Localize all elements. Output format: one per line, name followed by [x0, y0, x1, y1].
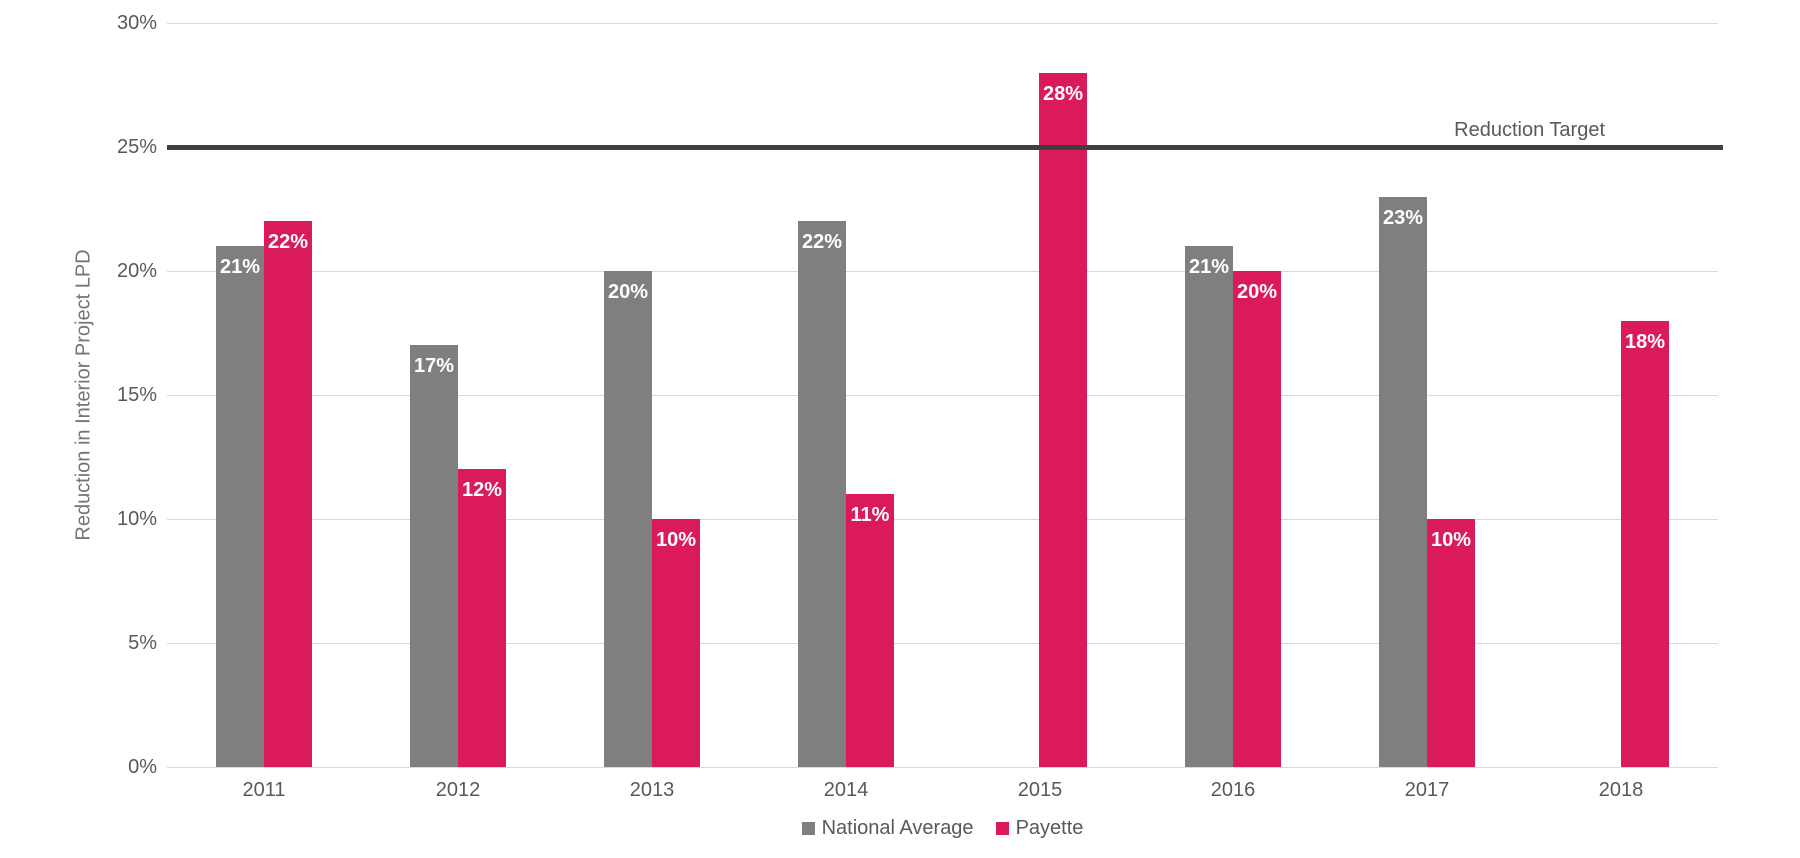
x-axis-label: 2016: [1210, 779, 1256, 801]
gridline: [167, 767, 1718, 768]
y-axis-tick-label: 30%: [116, 12, 157, 34]
bar-payette-2016: 20%: [1233, 271, 1281, 767]
bar-payette-2015: 28%: [1039, 73, 1087, 767]
bar-national-average-2016: 21%: [1185, 246, 1233, 767]
bar-value-label: 21%: [1188, 256, 1230, 278]
y-axis-tick-label: 20%: [116, 260, 157, 282]
legend-label: National Average: [821, 817, 974, 839]
x-axis-label: 2012: [435, 779, 481, 801]
legend-label: Payette: [1015, 817, 1084, 839]
legend-swatch-payette-icon: [995, 822, 1009, 835]
y-axis-tick-label: 15%: [116, 384, 157, 406]
legend-item-payette: Payette: [995, 817, 1084, 840]
gridline: [167, 271, 1718, 272]
gridline: [167, 519, 1718, 520]
bar-national-average-2012: 17%: [410, 345, 458, 767]
y-axis-tick-label: 10%: [116, 508, 157, 530]
bar-value-label: 10%: [1430, 529, 1472, 551]
bar-payette-2018: 18%: [1621, 321, 1669, 767]
bar-payette-2012: 12%: [458, 469, 506, 767]
y-axis-tick-label: 25%: [116, 136, 157, 158]
target-line: [167, 145, 1723, 150]
x-axis-label: 2017: [1404, 779, 1450, 801]
bar-value-label: 23%: [1382, 207, 1424, 229]
x-axis-label: 2018: [1598, 779, 1644, 801]
bar-value-label: 11%: [850, 504, 890, 526]
bar-value-label: 18%: [1624, 331, 1666, 353]
gridline: [167, 23, 1718, 24]
legend: National Average Payette: [167, 817, 1718, 840]
x-axis-label: 2013: [629, 779, 675, 801]
bar-value-label: 28%: [1042, 83, 1084, 105]
gridline: [167, 395, 1718, 396]
target-line-label: Reduction Target: [1454, 119, 1605, 141]
bar-payette-2014: 11%: [846, 494, 894, 767]
bar-value-label: 12%: [461, 479, 503, 501]
bar-value-label: 22%: [267, 231, 309, 253]
bar-value-label: 22%: [801, 231, 843, 253]
x-axis-label: 2011: [242, 779, 286, 801]
bar-value-label: 17%: [413, 355, 455, 377]
y-axis-tick-label: 5%: [128, 632, 157, 654]
bar-national-average-2017: 23%: [1379, 197, 1427, 767]
bar-national-average-2013: 20%: [604, 271, 652, 767]
x-axis-label: 2015: [1017, 779, 1063, 801]
legend-item-national-average: National Average: [801, 817, 974, 840]
bar-national-average-2014: 22%: [798, 221, 846, 767]
bar-value-label: 21%: [219, 256, 261, 278]
bar-value-label: 20%: [1236, 281, 1278, 303]
bar-payette-2017: 10%: [1427, 519, 1475, 767]
gridline: [167, 643, 1718, 644]
x-axis-label: 2014: [823, 779, 869, 801]
bar-value-label: 20%: [607, 281, 649, 303]
bar-national-average-2011: 21%: [216, 246, 264, 767]
y-axis-tick-label: 0%: [128, 756, 157, 778]
bar-value-label: 10%: [655, 529, 697, 551]
legend-swatch-national-average-icon: [801, 822, 815, 835]
bar-payette-2011: 22%: [264, 221, 312, 767]
bar-payette-2013: 10%: [652, 519, 700, 767]
